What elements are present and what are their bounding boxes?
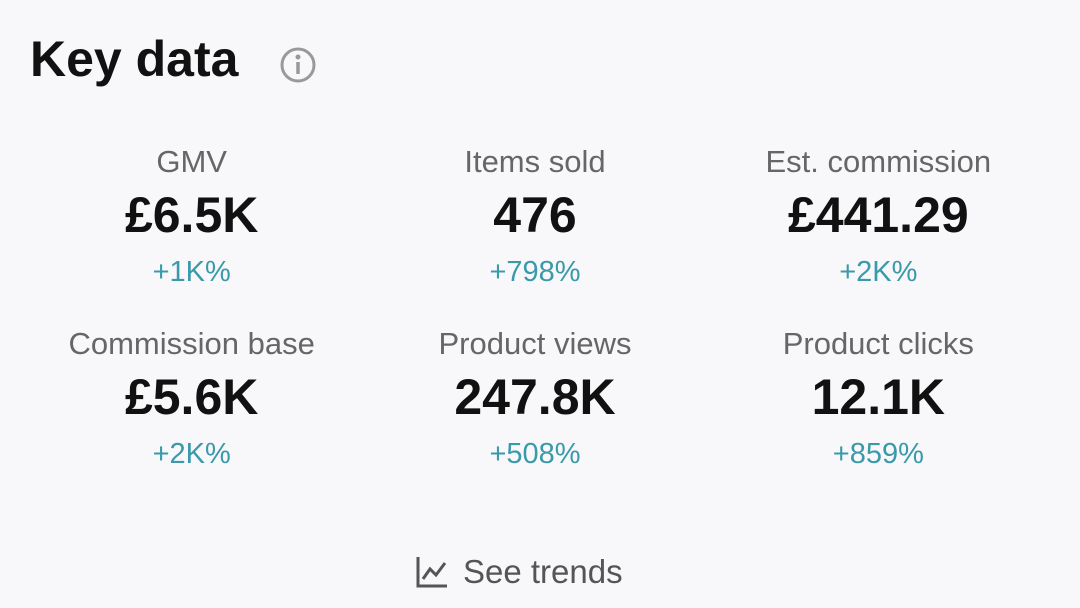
metric-card: Product views 247.8K +508% — [363, 322, 706, 476]
metric-change: +798% — [489, 256, 581, 288]
metric-label: GMV — [156, 144, 227, 179]
metric-value: £5.6K — [124, 369, 259, 425]
title: Key data — [30, 31, 239, 87]
metric-card: Items sold 476 +798% — [363, 140, 706, 294]
metric-change: +2K% — [839, 256, 918, 288]
metrics-grid: GMV £6.5K +1K% Items sold 476 +798% Est. commi… — [20, 140, 1050, 476]
metric-change: +2K% — [152, 438, 231, 470]
metric-label: Commission base — [68, 326, 315, 361]
metric-card: GMV £6.5K +1K% — [20, 140, 363, 294]
metric-value: 247.8K — [454, 369, 616, 425]
metric-change: +859% — [832, 438, 924, 470]
metric-value: £441.29 — [787, 187, 969, 243]
metric-label: Items sold — [464, 144, 606, 179]
trend-icon — [416, 557, 447, 588]
metric-value: £6.5K — [124, 187, 259, 243]
metric-card: Product clicks 12.1K +859% — [707, 322, 1050, 476]
metric-change: +1K% — [152, 256, 231, 288]
metric-card: Commission base £5.6K +2K% — [20, 322, 363, 476]
metric-label: Est. commission — [765, 144, 992, 179]
metric-value: 476 — [493, 187, 577, 243]
metric-card: Est. commission £441.29 +2K% — [707, 140, 1050, 294]
metric-value: 12.1K — [811, 369, 946, 425]
metric-label: Product clicks — [782, 326, 974, 361]
metric-label: Product views — [438, 326, 632, 361]
info-icon[interactable] — [279, 46, 317, 84]
see-trends-label[interactable]: See trends — [463, 553, 623, 590]
metric-change: +508% — [489, 438, 581, 470]
see-trends[interactable]: See trends — [415, 553, 623, 591]
